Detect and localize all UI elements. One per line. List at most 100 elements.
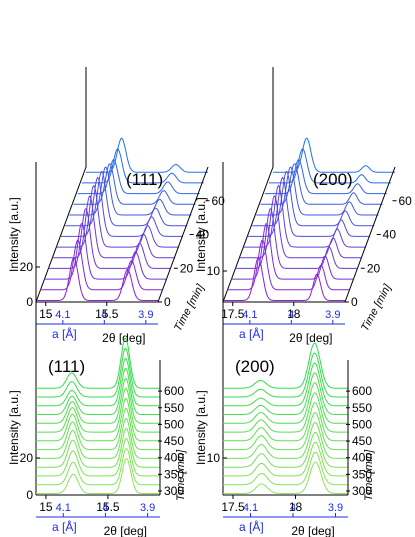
spectrum-curve [36,448,160,486]
lattice-tick-label: 3.9 [328,502,343,514]
time-tick-label: 450 [352,434,372,448]
spectrum-curve [227,239,350,291]
time-tick-label: 600 [164,384,184,398]
spectrum-curve [235,208,358,269]
time-axis [157,166,209,303]
twotheta-tick-label: 15 [39,307,53,321]
intensity-axis-label: Intensity [a.u.] [7,390,21,465]
time-tick-label: 300 [352,484,372,498]
spectrum-curve [44,222,167,280]
spectrum-curve [36,337,160,389]
spectrum-curve [36,387,160,433]
spectrum-curve [86,137,208,173]
spectrum-curve [273,137,395,173]
twotheta-tick-label: 17.5 [221,307,245,321]
lattice-tick-label: 3.9 [140,502,155,514]
panel-bottom-right [222,260,350,518]
time-tick-label: 0 [164,295,171,309]
time-tick-label: 450 [164,434,184,448]
time-tick-label: 0 [351,295,358,309]
time-tick-label: 20 [367,261,381,275]
spectrum-curve [36,367,160,415]
lattice-tick-label: 4.1 [243,502,258,514]
lattice-axis-label: a [Å] [52,519,77,534]
time-tick-label: 400 [352,451,372,465]
intensity-tick-label: 0 [26,295,33,309]
twotheta-axis-label: 2θ [deg] [104,524,147,537]
time-tick-label: 40 [383,228,397,242]
spectrum-curve [223,392,348,433]
spectrum-curve [223,412,348,451]
spectrum-curve [223,431,348,468]
spectrum-curve [52,195,175,259]
spectrum-curve [223,441,348,477]
spectrum-curve [36,427,160,468]
spectrum-curve [223,257,345,301]
spectrum-curve [223,451,348,486]
time-tick-label: 40 [196,228,210,242]
spectrum-curve [40,239,163,291]
lattice-tick-label: 4 [102,502,108,514]
spectrum-curve [223,461,348,494]
time-tick-label: 500 [164,417,184,431]
time-axis-label: Time [min] [175,449,187,501]
lattice-tick-label: 4 [288,309,294,321]
reflection-label: (200) [313,170,353,189]
time-axis-label: Time [min] [359,282,394,334]
intensity-tick-label: 20 [20,260,34,274]
spectrum-curve [73,163,196,205]
time-tick-label: 350 [352,467,372,481]
time-tick-label: 20 [180,261,194,275]
twotheta-tick-label: 17.5 [221,500,245,514]
time-axis [344,166,396,303]
time-tick-label: 350 [164,467,184,481]
twotheta-axis-label: 2θ [deg] [102,331,145,345]
lattice-tick-label: 4 [101,309,107,321]
lattice-axis-label: a [Å] [52,326,77,341]
twotheta-tick-label: 18 [289,500,303,514]
spectrum-curve [36,347,160,398]
spectrum-curve [223,352,348,398]
lattice-tick-label: 3.9 [138,309,153,321]
spectrum-curve [36,257,158,301]
time-tick-label: 300 [164,484,184,498]
spectrum-curve [223,372,348,415]
intensity-axis-label: Intensity [a.u.] [194,390,208,465]
spectrum-curve [239,195,362,259]
time-axis-label: Time [min] [172,282,207,334]
time-tick-label: 600 [352,384,372,398]
reflection-label: (200) [235,357,275,376]
spectrum-curve [223,382,348,424]
spectrum-curve [48,208,171,269]
twotheta-axis-label: 2θ [deg] [289,331,332,345]
twotheta-tick-label: 15 [39,500,53,514]
spectrum-curve [223,362,348,407]
intensity-tick-label: 0 [26,488,33,502]
time-tick-label: 500 [352,417,372,431]
time-tick-label: 400 [164,451,184,465]
intensity-tick-label: 10 [207,451,221,465]
spectrum-curve [36,407,160,451]
time-tick-label: 60 [399,194,413,208]
spectrum-curve [223,402,348,442]
intensity-tick-label: 20 [20,451,34,465]
reflection-label: (111) [126,170,163,189]
intensity-axis-label: Intensity [a.u.] [7,197,21,272]
time-tick-label: 550 [352,401,372,415]
spectrum-curve [223,422,348,459]
spectrum-curve [243,184,366,248]
lattice-tick-label: 4.1 [242,309,257,321]
spectrum-curve [69,166,192,216]
intensity-tick-label: 10 [207,264,221,278]
lattice-tick-label: 4 [290,502,296,514]
twotheta-tick-label: 15.5 [95,307,119,321]
time-tick-label: 60 [212,194,226,208]
lattice-axis-label: a [Å] [239,519,264,534]
twotheta-axis-label: 2θ [deg] [291,524,334,537]
lattice-tick-label: 3.9 [325,309,340,321]
reflection-label: (111) [48,357,85,376]
spectrum-curve [36,377,160,424]
lattice-axis-label: a [Å] [239,326,264,341]
spectrum-curve [223,342,348,389]
